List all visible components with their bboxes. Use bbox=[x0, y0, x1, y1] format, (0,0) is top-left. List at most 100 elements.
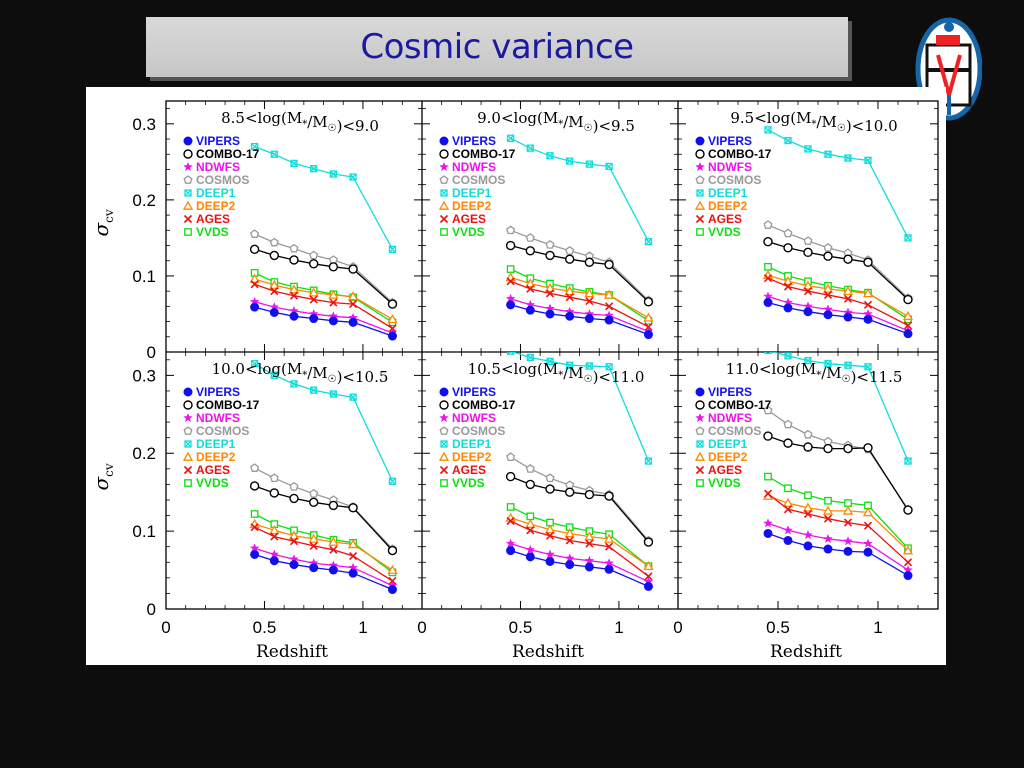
data-point bbox=[289, 243, 299, 253]
data-point bbox=[763, 405, 773, 415]
data-point bbox=[585, 296, 594, 306]
data-point bbox=[349, 393, 357, 401]
data-point bbox=[184, 189, 192, 197]
data-point bbox=[544, 282, 556, 292]
x-tick-label: 1 bbox=[358, 618, 367, 637]
data-point-box bbox=[250, 360, 259, 368]
data-point-box bbox=[566, 361, 574, 369]
data-point bbox=[289, 537, 299, 546]
data-point bbox=[387, 331, 397, 341]
data-point bbox=[803, 541, 813, 551]
data-point-cross bbox=[585, 362, 593, 370]
data-point bbox=[183, 387, 193, 397]
data-point bbox=[763, 489, 773, 498]
data-point bbox=[823, 251, 833, 261]
legend-label: COMBO-17 bbox=[708, 147, 772, 161]
data-point bbox=[505, 471, 516, 482]
data-point bbox=[843, 546, 853, 556]
data-point bbox=[328, 289, 339, 299]
data-point bbox=[584, 489, 595, 500]
data-point bbox=[440, 228, 448, 236]
data-point-box bbox=[864, 363, 872, 371]
data-point-cross bbox=[440, 189, 448, 197]
data-point-box bbox=[764, 352, 772, 355]
data-point bbox=[439, 175, 449, 184]
data-point bbox=[525, 463, 535, 473]
data-point bbox=[288, 284, 300, 294]
data-point bbox=[764, 352, 772, 355]
data-point bbox=[696, 228, 704, 236]
data-point-cross bbox=[824, 360, 832, 368]
data-point-cross bbox=[864, 156, 872, 164]
data-point bbox=[695, 400, 705, 410]
data-point bbox=[184, 479, 192, 487]
data-point bbox=[290, 380, 298, 388]
data-point bbox=[604, 491, 614, 501]
data-point-cross bbox=[864, 363, 872, 371]
legend-label: DEEP2 bbox=[196, 199, 236, 213]
data-point-cross bbox=[507, 352, 515, 355]
data-point bbox=[565, 480, 575, 490]
data-point bbox=[184, 228, 192, 236]
data-point-box bbox=[844, 361, 852, 369]
data-point-cross bbox=[270, 150, 278, 158]
data-point bbox=[182, 451, 194, 461]
data-point bbox=[183, 412, 193, 423]
data-point bbox=[863, 547, 873, 557]
data-point-box bbox=[585, 362, 594, 370]
data-point bbox=[250, 523, 259, 532]
panel-1: 8.5<log(M*/M☉)<9.0VIPERSCOMBO-17NDWFSCOS… bbox=[165, 101, 422, 353]
data-point-cross bbox=[270, 371, 278, 379]
data-point bbox=[506, 516, 515, 526]
data-point bbox=[843, 443, 853, 454]
slide-title: Cosmic variance bbox=[360, 27, 634, 67]
data-point bbox=[863, 314, 873, 324]
data-point bbox=[783, 535, 793, 545]
data-point bbox=[764, 472, 772, 481]
data-point bbox=[183, 465, 193, 475]
data-point-box bbox=[585, 160, 594, 168]
data-point bbox=[903, 294, 913, 305]
data-point-cross bbox=[184, 440, 192, 448]
data-point bbox=[802, 502, 814, 512]
legend-label: VVDS bbox=[708, 225, 741, 239]
legend-label: VIPERS bbox=[708, 134, 752, 148]
data-point bbox=[862, 288, 874, 298]
y-tick-label: 0.1 bbox=[132, 267, 156, 286]
data-point bbox=[309, 541, 318, 550]
data-point bbox=[566, 157, 574, 165]
panel-5: 10.5<log(M*/M☉)<11.0VIPERSCOMBO-17NDWFSC… bbox=[421, 352, 678, 610]
data-point-cross bbox=[645, 457, 652, 465]
data-point-box bbox=[696, 189, 704, 197]
data-point bbox=[506, 352, 515, 355]
data-point bbox=[584, 531, 595, 541]
data-point-cross bbox=[696, 440, 704, 448]
data-point bbox=[784, 484, 792, 493]
data-point-box bbox=[310, 165, 318, 173]
data-point-box bbox=[904, 457, 912, 465]
data-point bbox=[347, 291, 359, 301]
figure-panel: 8.5<log(M*/M☉)<9.0 VIPERS COMBO-17 NDWFS COS… bbox=[86, 87, 946, 665]
data-point-cross bbox=[844, 154, 852, 162]
data-point-box bbox=[764, 126, 772, 134]
legend-label: AGES bbox=[196, 463, 230, 477]
legend-label: AGES bbox=[708, 212, 742, 226]
legend-label: VVDS bbox=[196, 476, 229, 490]
data-point bbox=[545, 289, 555, 298]
data-point-cross bbox=[824, 150, 832, 158]
data-point-box bbox=[526, 353, 534, 362]
data-point bbox=[764, 126, 772, 134]
data-point bbox=[439, 412, 449, 423]
data-point bbox=[526, 353, 534, 362]
data-point bbox=[842, 505, 854, 515]
data-point bbox=[269, 307, 279, 317]
data-point bbox=[843, 312, 853, 322]
data-point bbox=[804, 491, 812, 500]
x-tick-label: 1 bbox=[873, 618, 882, 637]
data-point-box bbox=[844, 154, 852, 162]
data-point bbox=[824, 150, 832, 158]
data-point bbox=[843, 536, 853, 546]
data-point bbox=[564, 528, 575, 538]
data-point bbox=[505, 538, 516, 548]
legend-label: NDWFS bbox=[452, 411, 496, 425]
